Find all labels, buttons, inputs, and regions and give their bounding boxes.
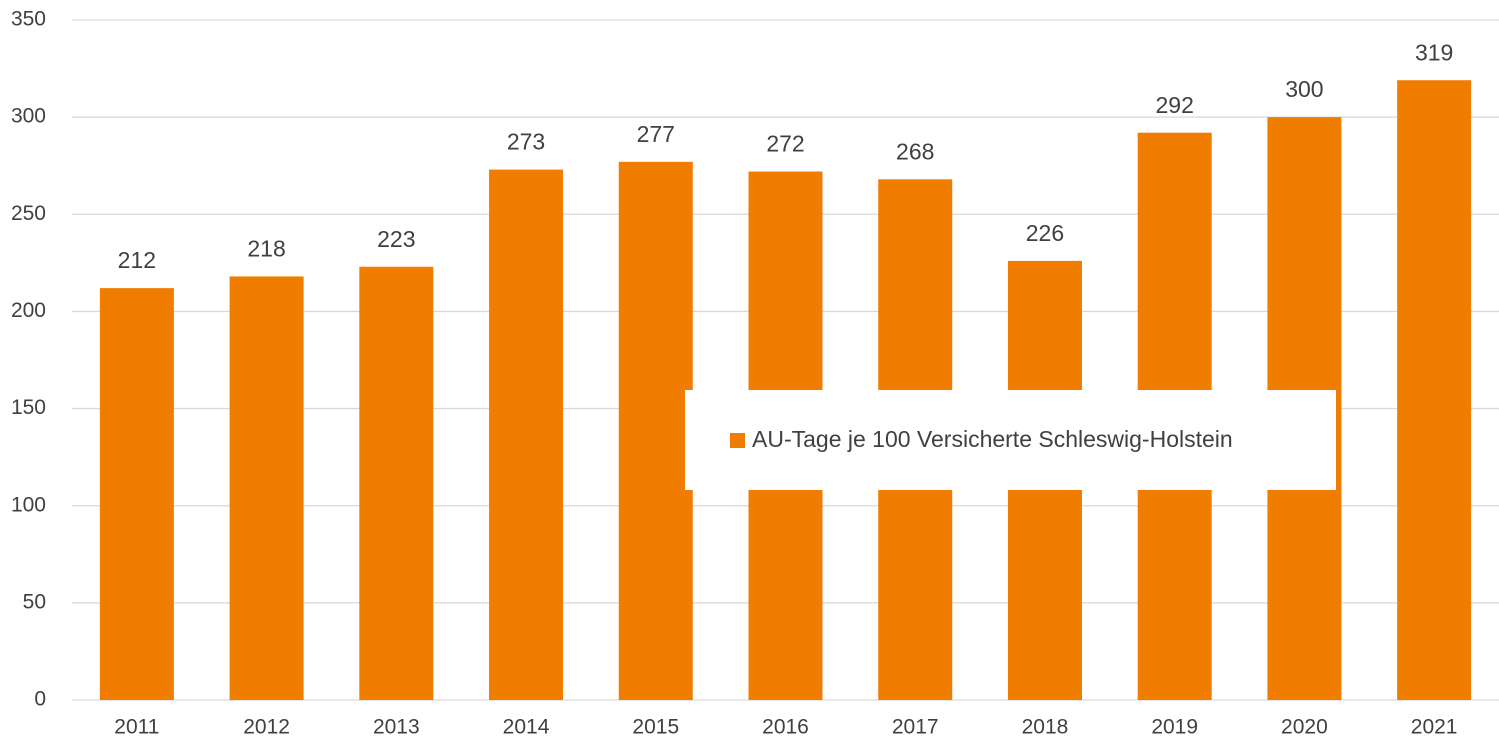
legend-label: AU-Tage je 100 Versicherte Schleswig-Hol…	[752, 426, 1233, 452]
data-label: 218	[247, 236, 285, 262]
x-tick-label: 2021	[1411, 716, 1458, 739]
x-tick-label: 2018	[1022, 716, 1069, 739]
bar	[229, 276, 304, 700]
x-tick-label: 2019	[1151, 716, 1198, 739]
x-tick-label: 2017	[892, 716, 939, 739]
y-tick-label: 200	[11, 299, 46, 322]
x-tick-label: 2015	[632, 716, 679, 739]
data-label: 300	[1285, 76, 1323, 102]
bar	[618, 161, 693, 701]
y-tick-label: 0	[34, 688, 46, 711]
data-label: 292	[1155, 92, 1193, 118]
bar	[1397, 80, 1472, 700]
y-tick-label: 250	[11, 202, 46, 225]
legend-swatch	[730, 433, 745, 448]
x-tick-label: 2016	[762, 716, 809, 739]
legend-box	[685, 390, 1336, 490]
bar	[99, 288, 174, 700]
bar	[359, 266, 434, 700]
y-tick-label: 150	[11, 396, 46, 419]
y-tick-label: 50	[23, 590, 46, 613]
data-label: 226	[1026, 220, 1064, 246]
data-label: 223	[377, 226, 415, 252]
x-tick-label: 2011	[114, 716, 159, 739]
y-tick-label: 100	[11, 493, 46, 516]
data-label: 212	[118, 247, 156, 273]
data-label: 272	[766, 131, 804, 157]
x-tick-label: 2012	[243, 716, 290, 739]
x-tick-label: 2014	[503, 716, 550, 739]
x-tick-label: 2020	[1281, 716, 1328, 739]
data-label: 319	[1415, 39, 1453, 65]
x-tick-label: 2013	[373, 716, 420, 739]
data-label: 268	[896, 138, 934, 164]
bar	[489, 169, 564, 701]
y-tick-label: 300	[11, 105, 46, 128]
data-label: 277	[637, 121, 675, 147]
data-label: 273	[507, 129, 545, 155]
y-tick-label: 350	[11, 8, 46, 31]
